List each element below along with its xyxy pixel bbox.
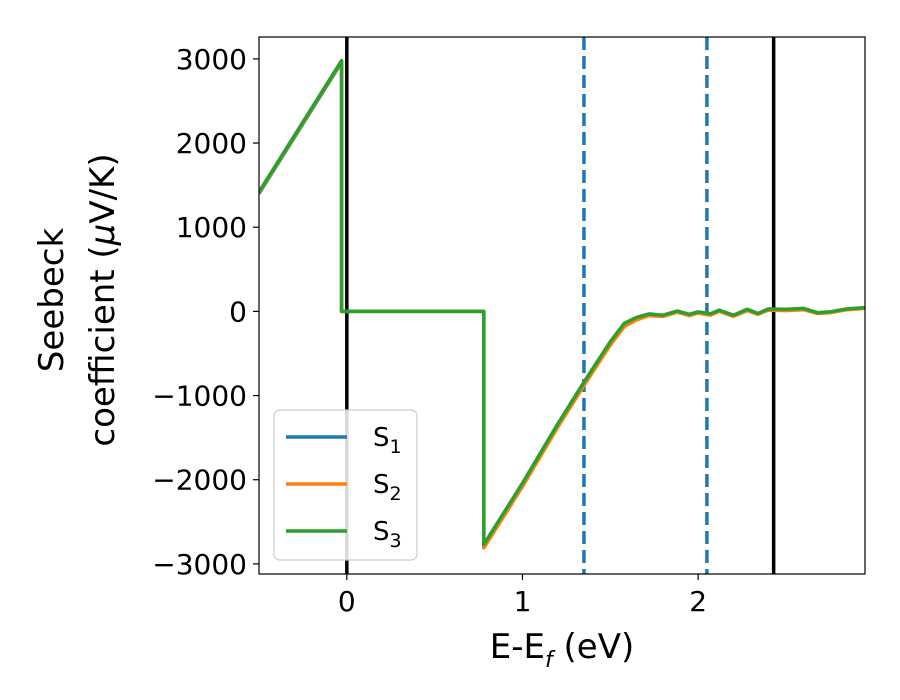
y-tick-label: −2000 [152, 464, 247, 497]
y-tick-label: 0 [229, 295, 247, 328]
y-axis-label-coefficient: coefficient ( [83, 245, 123, 446]
legend-label-s1: S1 [373, 423, 402, 458]
x-axis: 0 1 2 [338, 574, 707, 618]
legend: S1 S2 S3 [273, 409, 418, 561]
x-axis-label: E-Ef (eV) [490, 627, 635, 673]
legend-label-s2: S2 [373, 470, 402, 505]
series-group [259, 58, 865, 550]
x-axis-label-subscript: f [545, 648, 556, 673]
x-tick-label: 1 [514, 585, 532, 618]
y-tick-label: 3000 [176, 43, 247, 76]
x-axis-label-main: E-E [490, 627, 545, 667]
y-axis-label-line1: Seebeck [32, 228, 72, 373]
y-axis-label-mu: μ [83, 224, 123, 247]
y-tick-label: −1000 [152, 380, 247, 413]
y-tick-label: 2000 [176, 127, 247, 160]
y-tick-label: −3000 [152, 548, 247, 581]
y-axis: 3000 2000 1000 0 −1000 −2000 −3000 [152, 43, 259, 581]
x-tick-label: 2 [689, 585, 707, 618]
y-tick-label: 1000 [176, 211, 247, 244]
legend-label-s3: S3 [373, 517, 402, 552]
legend-items: S1 S2 S3 [286, 423, 402, 552]
x-tick-label: 0 [338, 585, 356, 618]
x-axis-label-unit: (eV) [553, 627, 635, 667]
y-axis-label: Seebeck coefficient (μV/K) [32, 153, 123, 446]
series-line-s3 [259, 58, 865, 547]
y-axis-label-line2: coefficient (μV/K) [83, 153, 123, 446]
y-axis-label-unit: V/K) [83, 153, 123, 223]
plot-frame [258, 36, 866, 575]
